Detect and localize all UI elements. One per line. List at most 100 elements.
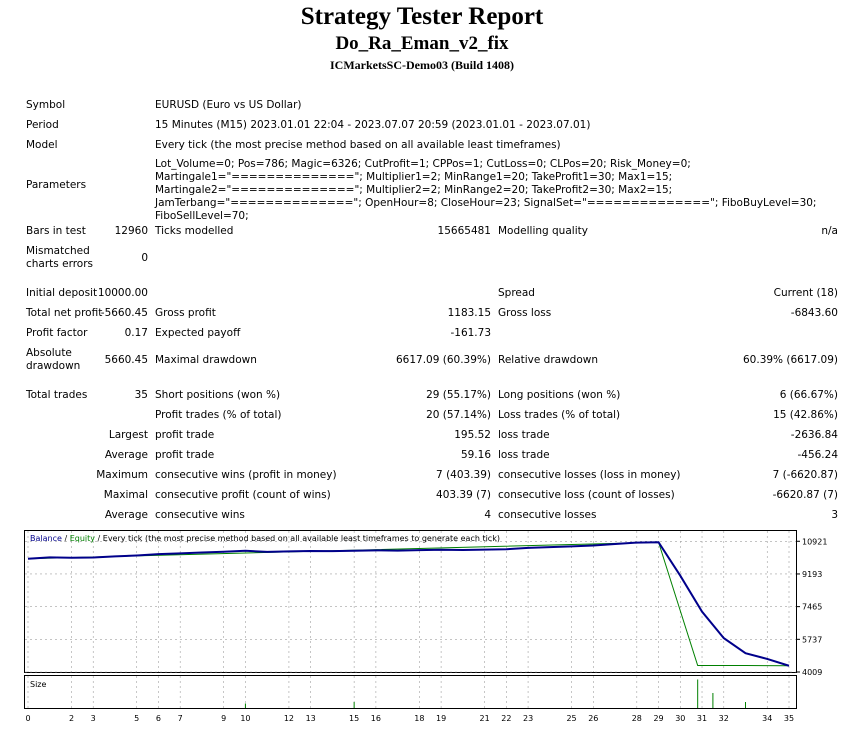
quality-label: Modelling quality (498, 225, 588, 237)
avg-consec-wins-value: 4 (484, 509, 491, 521)
x-tick-label-19: 28 (632, 714, 642, 723)
maximum-label: Maximum (96, 469, 148, 481)
x-tick-label-3: 5 (134, 714, 139, 723)
rel-drawdown-label: Relative drawdown (498, 354, 599, 366)
x-tick-label-13: 19 (436, 714, 446, 723)
avg-consec-label: Average (104, 509, 148, 521)
abs-drawdown-value: 5660.45 (104, 354, 148, 366)
x-tick-label-12: 18 (414, 714, 424, 723)
size-plot-frame (24, 675, 797, 709)
loss-trades-label: Loss trades (% of total) (498, 409, 621, 421)
maximal-consec-loss-label: consecutive loss (count of losses) (498, 489, 675, 501)
total-trades-label: Total trades (26, 389, 88, 401)
main-plot-frame (24, 530, 797, 673)
x-tick-label-7: 10 (240, 714, 250, 723)
abs-drawdown-label-2: drawdown (26, 360, 81, 372)
average-label: Average (104, 449, 148, 461)
x-tick-label-24: 34 (762, 714, 772, 723)
long-positions-label: Long positions (won %) (498, 389, 621, 401)
y-tick-label-2: 7465 (802, 603, 822, 612)
net-profit-value: -5660.45 (100, 307, 148, 319)
largest-label: Largest (108, 429, 148, 441)
x-tick-label-6: 9 (221, 714, 226, 723)
maximal-consec-loss-value: -6620.87 (7) (772, 489, 838, 501)
parameters-label: Parameters (26, 179, 87, 191)
max-consec-losses-value: 7 (-6620.87) (772, 469, 838, 481)
largest-loss-value: -2636.84 (790, 429, 838, 441)
size-bars (244, 679, 747, 708)
balance-line (27, 541, 790, 667)
average-loss-label: loss trade (498, 449, 550, 461)
deposit-value: 10000.00 (97, 287, 148, 299)
x-tick-label-25: 35 (784, 714, 794, 723)
short-positions-value: 29 (55.17%) (426, 389, 491, 401)
ticks-label: Ticks modelled (155, 225, 234, 237)
average-profit-value: 59.16 (460, 449, 491, 461)
y-axis-ticks: 10921 9193 7465 5737 4009 (796, 537, 827, 677)
equity-line (27, 541, 790, 667)
average-profit-label: profit trade (155, 449, 215, 461)
x-tick-label-15: 22 (501, 714, 511, 723)
y-tick-label-0: 10921 (802, 537, 827, 546)
model-label: Model (26, 139, 58, 151)
avg-consec-wins-label: consecutive wins (155, 509, 245, 521)
max-drawdown-value: 6617.09 (60.39%) (396, 354, 491, 366)
gross-profit-label: Gross profit (155, 307, 216, 319)
avg-consec-losses-value: 3 (831, 509, 838, 521)
period-label: Period (26, 119, 59, 131)
legend-balance: Balance (30, 534, 62, 543)
x-tick-label-22: 31 (697, 714, 707, 723)
largest-profit-value: 195.52 (454, 429, 491, 441)
profit-trades-value: 20 (57.14%) (426, 409, 491, 421)
period-value: 15 Minutes (M15) 2023.01.01 22:04 - 2023… (155, 119, 591, 131)
expert-name: Do_Ra_Eman_v2_fix (335, 33, 509, 54)
y-tick-label-1: 9193 (802, 570, 822, 579)
rel-drawdown-value: 60.39% (6617.09) (743, 354, 838, 366)
gross-profit-value: 1183.15 (447, 307, 491, 319)
x-tick-label-0: 0 (25, 714, 30, 723)
loss-trades-value: 15 (42.86%) (773, 409, 838, 421)
x-tick-label-20: 29 (653, 714, 663, 723)
balance-equity-chart: Balance / Equity / Every tick (the most … (24, 530, 827, 723)
mismatch-label-1: Mismatched (26, 245, 90, 257)
maximal-label: Maximal (103, 489, 148, 501)
x-tick-label-17: 25 (566, 714, 576, 723)
deposit-label: Initial deposit (26, 287, 98, 299)
size-label: Size (30, 680, 47, 689)
x-tick-label-11: 16 (371, 714, 381, 723)
abs-drawdown-label-1: Absolute (26, 347, 72, 359)
spread-value: Current (18) (773, 287, 838, 299)
net-profit-label: Total net profit (26, 307, 103, 319)
spread-label: Spread (498, 287, 535, 299)
bars-label: Bars in test (26, 225, 86, 237)
y-tick-label-3: 5737 (802, 635, 822, 644)
x-tick-label-1: 2 (69, 714, 74, 723)
parameters-value: Lot_Volume=0; Pos=786; Magic=6326; CutPr… (155, 158, 817, 222)
chart-legend: Balance / Equity / Every tick (the most … (30, 534, 500, 543)
legend-sep: / (62, 534, 70, 543)
x-tick-label-14: 21 (480, 714, 490, 723)
x-tick-label-4: 6 (156, 714, 161, 723)
model-value: Every tick (the most precise method base… (155, 139, 561, 151)
bars-value: 12960 (114, 225, 148, 237)
symbol-label: Symbol (26, 99, 66, 111)
avg-consec-losses-label: consecutive losses (498, 509, 597, 521)
maximal-consec-profit-label: consecutive profit (count of wins) (155, 489, 331, 501)
expected-payoff-value: -161.73 (450, 327, 491, 339)
max-drawdown-label: Maximal drawdown (155, 354, 257, 366)
max-consec-wins-label: consecutive wins (profit in money) (155, 469, 337, 481)
gross-loss-label: Gross loss (498, 307, 552, 319)
max-consec-losses-label: consecutive losses (loss in money) (498, 469, 681, 481)
mismatch-value: 0 (141, 252, 148, 264)
x-tick-label-8: 12 (284, 714, 294, 723)
symbol-value: EURUSD (Euro vs US Dollar) (155, 99, 302, 111)
x-tick-label-2: 3 (91, 714, 96, 723)
legend-equity: Equity (70, 534, 96, 543)
x-tick-label-9: 13 (306, 714, 316, 723)
expected-payoff-label: Expected payoff (155, 327, 241, 339)
x-tick-label-16: 23 (523, 714, 533, 723)
largest-profit-label: profit trade (155, 429, 215, 441)
x-tick-label-21: 30 (675, 714, 685, 723)
profit-trades-label: Profit trades (% of total) (155, 409, 282, 421)
gross-loss-value: -6843.60 (790, 307, 838, 319)
